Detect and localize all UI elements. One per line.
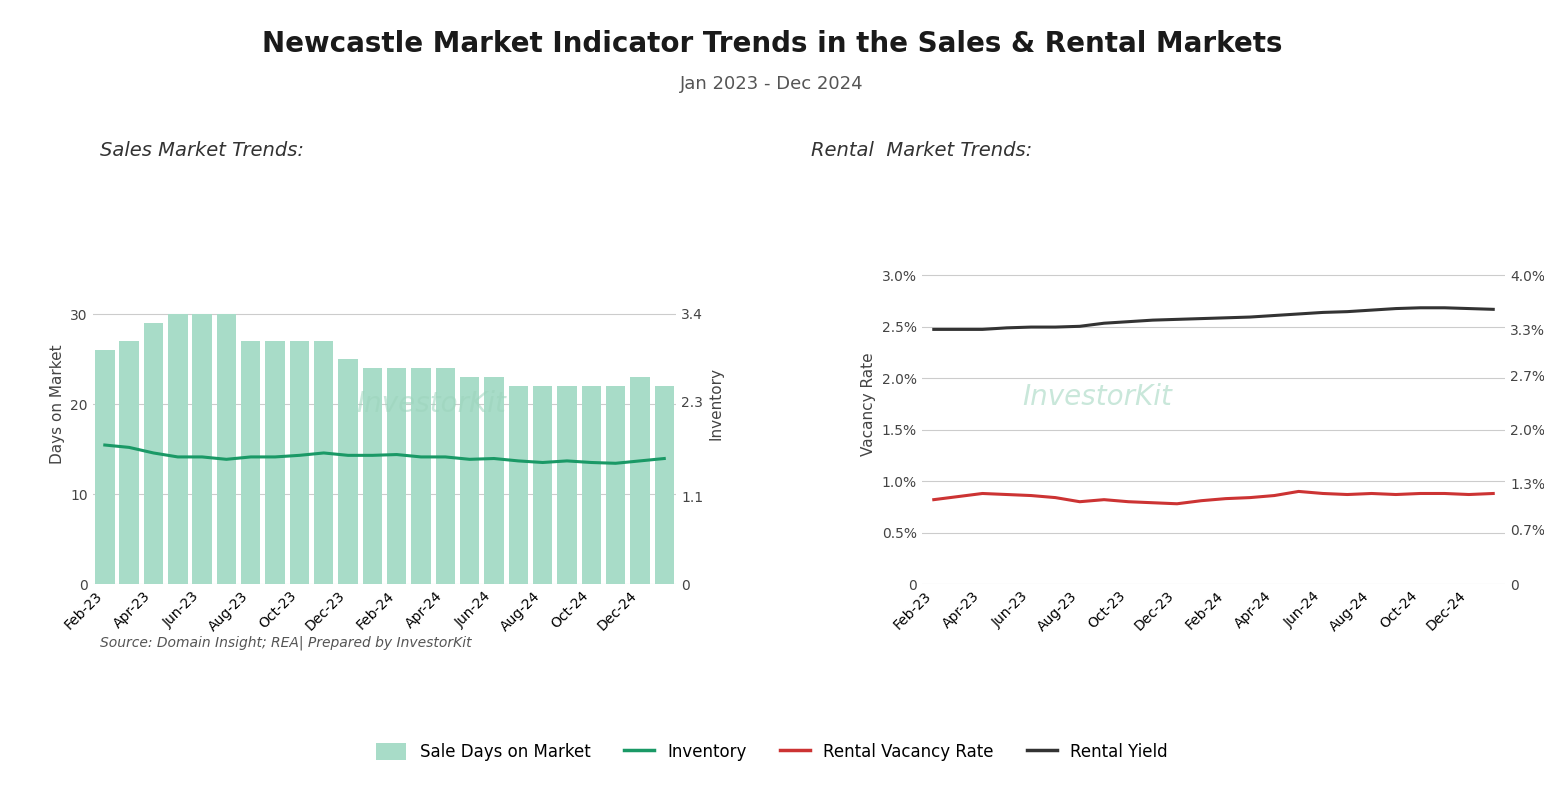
Bar: [216, 314, 236, 584]
Bar: [241, 341, 261, 584]
Bar: [168, 314, 187, 584]
Text: Sales Market Trends:: Sales Market Trends:: [100, 141, 304, 160]
Y-axis label: Vacancy Rate: Vacancy Rate: [862, 352, 875, 456]
Bar: [460, 377, 479, 584]
Y-axis label: Inventory: Inventory: [709, 367, 724, 441]
Bar: [557, 386, 577, 584]
Bar: [605, 386, 625, 584]
Bar: [388, 368, 406, 584]
Bar: [290, 341, 309, 584]
Bar: [411, 368, 431, 584]
Text: Newcastle Market Indicator Trends in the Sales & Rental Markets: Newcastle Market Indicator Trends in the…: [262, 30, 1282, 58]
Text: Jan 2023 - Dec 2024: Jan 2023 - Dec 2024: [681, 75, 863, 93]
Bar: [338, 359, 358, 584]
Bar: [435, 368, 455, 584]
Bar: [533, 386, 553, 584]
Bar: [144, 323, 164, 584]
Bar: [193, 314, 212, 584]
Bar: [96, 350, 114, 584]
Bar: [655, 386, 675, 584]
Bar: [508, 386, 528, 584]
Bar: [266, 341, 284, 584]
Text: Rental  Market Trends:: Rental Market Trends:: [811, 141, 1031, 160]
Text: Source: Domain Insight; REA| Prepared by InvestorKit: Source: Domain Insight; REA| Prepared by…: [100, 636, 472, 650]
Bar: [313, 341, 334, 584]
Text: InvestorKit: InvestorKit: [357, 390, 506, 418]
Bar: [630, 377, 650, 584]
Bar: [119, 341, 139, 584]
Legend: Sale Days on Market, Inventory, Rental Vacancy Rate, Rental Yield: Sale Days on Market, Inventory, Rental V…: [369, 736, 1175, 768]
Bar: [363, 368, 381, 584]
Bar: [582, 386, 601, 584]
Y-axis label: Days on Market: Days on Market: [49, 344, 65, 464]
Bar: [485, 377, 503, 584]
Text: InvestorKit: InvestorKit: [1022, 382, 1172, 411]
